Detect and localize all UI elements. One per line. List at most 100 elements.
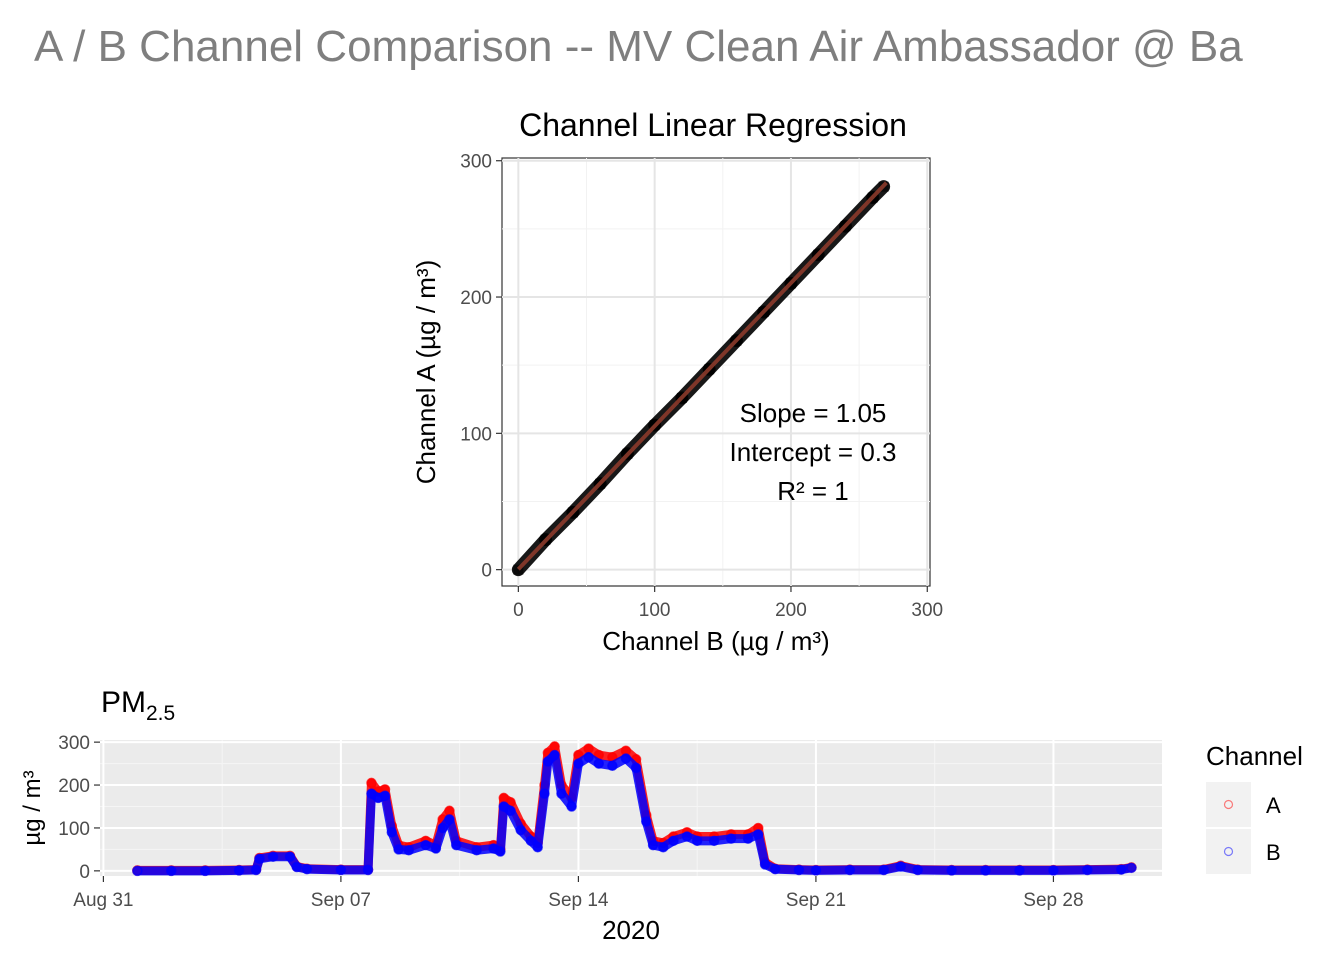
series-b-point bbox=[769, 863, 781, 875]
series-b-point bbox=[657, 842, 669, 853]
series-b-point bbox=[284, 851, 296, 862]
series-b-point bbox=[291, 861, 303, 873]
series-b-point bbox=[946, 865, 957, 876]
series-b-point bbox=[742, 833, 754, 844]
regression-point bbox=[513, 564, 524, 575]
series-b bbox=[132, 749, 1137, 877]
series-b-point bbox=[379, 790, 391, 802]
series-b-point bbox=[895, 861, 906, 872]
timeseries-ticks: 0 100 200 300 Aug 31 Sep 07 Sep 14 Sep 21 Sep 28 bbox=[58, 733, 1083, 911]
series-b-point bbox=[630, 762, 642, 774]
series-b-trace bbox=[363, 789, 376, 875]
regression-y-axis-label: Channel A (µg / m³) bbox=[411, 260, 441, 485]
series-b-point bbox=[912, 864, 923, 876]
series-b-point bbox=[420, 839, 431, 851]
series-b-point bbox=[725, 833, 737, 844]
regression-x-axis-label: Channel B (µg / m³) bbox=[602, 626, 829, 656]
regression-x-tick-label: 100 bbox=[639, 600, 671, 621]
r-squared-annotation: R² = 1 bbox=[777, 476, 849, 506]
series-b-point bbox=[362, 864, 374, 876]
series-b-point bbox=[430, 843, 442, 854]
series-b-point bbox=[403, 845, 415, 856]
series-b-point bbox=[752, 829, 764, 840]
series-b-point bbox=[199, 865, 211, 877]
series-b-trace bbox=[302, 864, 346, 875]
series-b-point bbox=[254, 853, 265, 865]
series-b-point bbox=[593, 758, 605, 769]
series-b-trace bbox=[539, 756, 553, 799]
regression-ticks: 0 100 200 300 0 100 200 300 bbox=[460, 152, 943, 621]
series-b-point bbox=[515, 824, 526, 836]
series-b-point bbox=[393, 844, 404, 855]
series-b-point bbox=[451, 839, 462, 851]
timeseries-x-tick-label: Sep 21 bbox=[786, 890, 846, 911]
series-b-point bbox=[1126, 862, 1137, 874]
series-b-point bbox=[525, 835, 537, 847]
series-b-point bbox=[708, 835, 720, 847]
series-b-point bbox=[980, 865, 991, 876]
series-b-point bbox=[844, 864, 856, 876]
timeseries-x-axis-label: 2020 bbox=[602, 915, 660, 945]
pm25-title: PM2.5 bbox=[101, 686, 175, 725]
series-b-point bbox=[620, 753, 632, 764]
series-b-point bbox=[641, 816, 652, 827]
series-b-point bbox=[488, 843, 499, 854]
series-b-point bbox=[505, 805, 516, 817]
pm25-timeseries-chart: PM2.5 0 100 200 300 Aug 31 Sep 07 Sep 14 Sep 21… bbox=[19, 686, 1303, 945]
series-b-trace bbox=[380, 791, 397, 837]
series-b-point bbox=[691, 835, 703, 847]
regression-y-tick-label: 300 bbox=[460, 152, 492, 173]
series-b-point bbox=[233, 865, 245, 876]
legend-key-a bbox=[1206, 782, 1251, 827]
pm25-title-main: PM bbox=[101, 686, 146, 719]
series-b-point bbox=[1048, 865, 1059, 876]
intercept-annotation: Intercept = 0.3 bbox=[730, 437, 897, 467]
series-b-point bbox=[681, 831, 693, 842]
series-a-point bbox=[366, 777, 377, 789]
series-b-point bbox=[793, 864, 805, 876]
regression-x-tick-label: 300 bbox=[911, 600, 943, 621]
regression-x-tick-label: 200 bbox=[775, 600, 807, 621]
timeseries-y-tick-label: 0 bbox=[79, 862, 90, 883]
timeseries-x-tick-label: Aug 31 bbox=[73, 890, 133, 911]
timeseries-gridlines bbox=[100, 740, 1162, 876]
regression-gridlines bbox=[502, 158, 930, 586]
slope-annotation: Slope = 1.05 bbox=[740, 398, 887, 428]
regression-title: Channel Linear Regression bbox=[519, 107, 907, 143]
legend: Channel A B bbox=[1206, 741, 1303, 874]
series-b-trace bbox=[533, 789, 549, 852]
regression-y-tick-label: 0 bbox=[481, 561, 492, 582]
series-b-point bbox=[810, 865, 822, 876]
timeseries-x-tick-label: Sep 07 bbox=[311, 890, 371, 911]
series-b-point bbox=[132, 865, 143, 877]
series-b-point bbox=[495, 846, 506, 857]
series-b-trace bbox=[550, 750, 566, 799]
series-b-point bbox=[166, 865, 177, 877]
legend-b-label: B bbox=[1266, 840, 1281, 865]
legend-key-b bbox=[1206, 829, 1251, 874]
timeseries-y-axis-label: µg / m³ bbox=[19, 770, 46, 845]
series-b-trace bbox=[567, 759, 583, 811]
timeseries-y-tick-label: 100 bbox=[58, 819, 90, 840]
regression-y-tick-label: 200 bbox=[460, 288, 492, 309]
series-b-point bbox=[566, 801, 577, 812]
series-b-point bbox=[878, 864, 890, 876]
timeseries-x-tick-label: Sep 28 bbox=[1023, 890, 1083, 911]
regression-fit-line bbox=[516, 181, 888, 571]
pm25-title-subscript: 2.5 bbox=[146, 702, 175, 725]
series-b-point bbox=[542, 756, 554, 767]
timeseries-y-tick-label: 300 bbox=[58, 733, 90, 754]
series-b-point bbox=[532, 842, 543, 853]
legend-b-marker bbox=[1223, 846, 1234, 857]
series-b-point bbox=[607, 760, 618, 771]
series-b-point bbox=[759, 859, 771, 870]
series-b-point bbox=[386, 826, 398, 838]
regression-chart: Channel Linear Regression 0 100 200 300 0 100… bbox=[411, 107, 943, 656]
series-b-point bbox=[250, 864, 262, 876]
regression-y-tick-label: 100 bbox=[460, 424, 492, 445]
series-b-point bbox=[1082, 864, 1093, 876]
series-b-trace bbox=[631, 763, 651, 827]
timeseries-y-tick-label: 200 bbox=[58, 776, 90, 797]
series-b-point bbox=[437, 822, 448, 834]
